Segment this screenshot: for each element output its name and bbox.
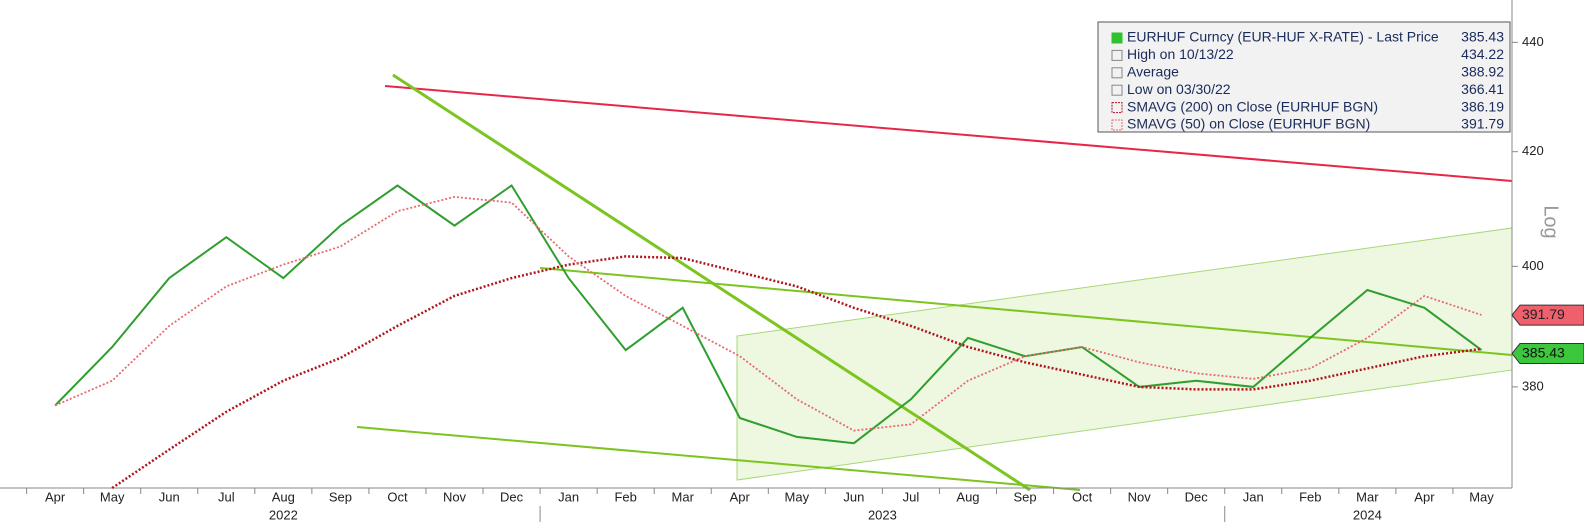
legend-value: 434.22 [1461,46,1504,62]
x-tick-label: Oct [1072,489,1093,504]
legend-label: High on 10/13/22 [1127,46,1234,62]
legend-label: Average [1127,64,1179,80]
year-label: 2023 [868,507,897,522]
x-tick-label: May [1469,489,1494,504]
x-tick-label: Mar [672,489,695,504]
x-tick-label: May [785,489,810,504]
trend-line [539,267,1513,356]
y-tick-label: 420 [1522,143,1544,158]
legend-label: SMAVG (50) on Close (EURHUF BGN) [1127,116,1370,132]
legend-icon [1111,32,1123,44]
x-tick-label: Aug [272,489,295,504]
x-tick-label: Jan [558,489,579,504]
price-tag [1511,343,1584,365]
x-tick-label: Oct [387,489,408,504]
x-tick-label: May [100,489,125,504]
x-tick-label: Dec [500,489,524,504]
support-line [356,426,1081,491]
x-tick-label: Apr [730,489,751,504]
legend-value: 388.92 [1461,64,1504,80]
x-tick-label: Dec [1185,489,1209,504]
y-tick-label: 380 [1522,378,1544,393]
x-tick-label: Jun [159,489,180,504]
y-tick-label: 440 [1522,34,1544,49]
legend-icon [1111,67,1123,79]
legend-value: 391.79 [1461,116,1504,132]
legend-icon [1111,84,1123,96]
x-tick-label: Jul [218,489,235,504]
x-tick-label: Jul [903,489,920,504]
x-tick-label: Jan [1243,489,1264,504]
legend-icon [1111,102,1123,114]
price-tag-label: 391.79 [1522,306,1565,322]
legend-value: 366.41 [1461,81,1504,97]
legend-value: 385.43 [1461,29,1504,45]
legend: EURHUF Curncy (EUR-HUF X-RATE) - Last Pr… [1097,21,1511,133]
x-tick-label: Mar [1356,489,1379,504]
year-label: 2024 [1353,507,1382,522]
price-tag-label: 385.43 [1522,344,1565,360]
x-tick-label: Apr [45,489,66,504]
legend-label: SMAVG (200) on Close (EURHUF BGN) [1127,98,1378,114]
x-tick-label: Jun [843,489,864,504]
x-tick-label: Nov [443,489,467,504]
legend-box [1097,21,1511,133]
x-tick-label: Aug [956,489,979,504]
series-line [54,184,1483,445]
series-line [111,255,1482,490]
x-tick-label: Feb [614,489,636,504]
axis-label: Log [1540,205,1562,238]
x-tick-label: Feb [1299,489,1321,504]
legend-icon [1111,119,1123,131]
series-line [54,195,1482,432]
legend-label: EURHUF Curncy (EUR-HUF X-RATE) - Last Pr… [1127,29,1439,45]
x-tick-label: Apr [1414,489,1435,504]
x-tick-label: Sep [329,489,352,504]
y-tick-label: 400 [1522,258,1544,273]
resistance-line [384,85,1513,182]
trend-lines [356,73,1513,492]
legend-icon [1111,49,1123,61]
legend-value: 386.19 [1461,98,1504,114]
price-tag [1511,304,1584,326]
x-tick-label: Sep [1013,489,1036,504]
plot [54,184,1483,490]
legend-label: Low on 03/30/22 [1127,81,1231,97]
x-tick-label: Nov [1128,489,1152,504]
year-label: 2022 [269,507,298,522]
